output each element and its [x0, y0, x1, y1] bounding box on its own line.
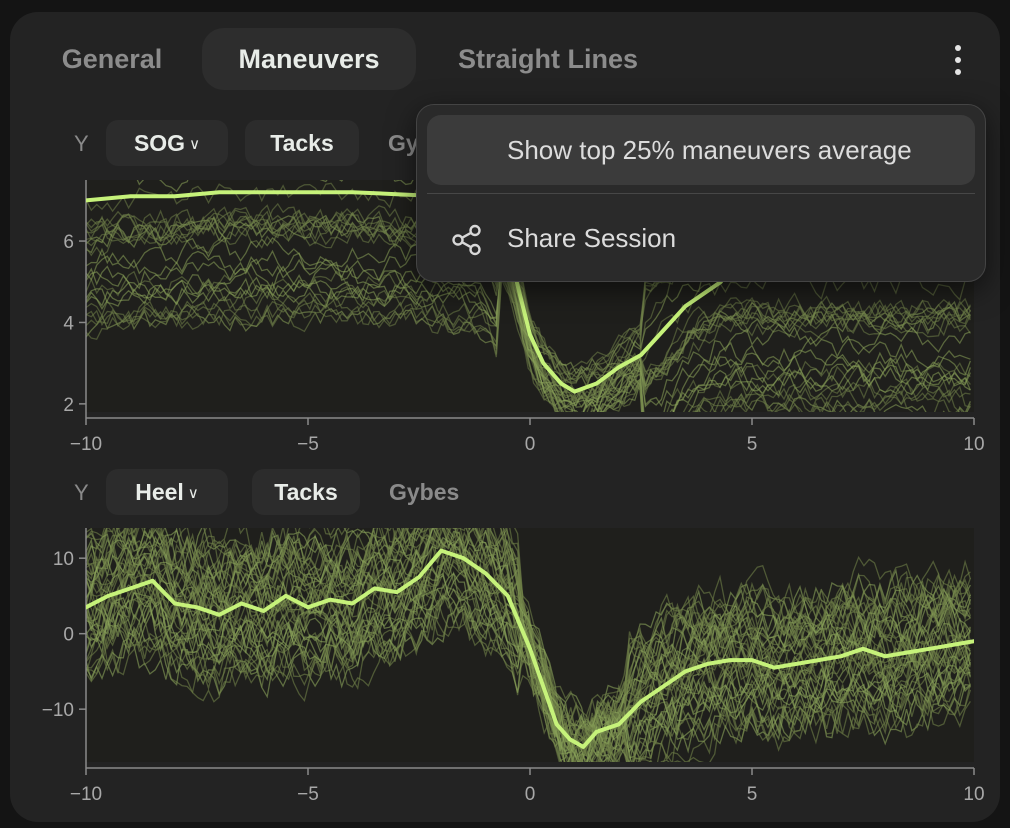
filter-tacks-button[interactable]: Tacks [245, 120, 359, 166]
options-menu: Show top 25% maneuvers average Share Ses… [416, 104, 986, 282]
tab-straight-lines[interactable]: Straight Lines [457, 44, 639, 74]
maneuver-trace [86, 236, 971, 412]
y-axis-label: Y [74, 480, 89, 505]
y-tick-label: 10 [53, 549, 74, 570]
maneuver-trace [86, 211, 971, 407]
maneuver-trace [86, 528, 971, 762]
chevron-down-icon: ∨ [189, 136, 201, 153]
x-tick-label: 0 [525, 784, 536, 805]
tab-bar: General Maneuvers Straight Lines [10, 12, 1000, 112]
chevron-down-icon: ∨ [187, 485, 199, 502]
metric-dropdown-heel[interactable]: Heel ∨ [106, 469, 228, 515]
y-tick-label: 6 [63, 232, 74, 253]
maneuver-trace [86, 528, 971, 751]
heel-chart-controls: Y Heel ∨ Tacks Gybes [10, 469, 1000, 519]
x-tick-label: −5 [297, 784, 319, 805]
sog-chart-controls: Y SOG∨ Tacks Gybes [10, 120, 1000, 170]
y-axis-label: Y [74, 131, 89, 156]
x-tick-label: −5 [297, 434, 319, 455]
menu-item-top-average[interactable]: Show top 25% maneuvers average [427, 115, 975, 185]
y-tick-label: 2 [63, 395, 74, 416]
menu-divider [427, 193, 975, 194]
maneuver-trace [86, 559, 972, 762]
maneuver-trace [86, 600, 972, 762]
maneuver-trace [86, 528, 972, 737]
x-tick-label: 0 [525, 434, 536, 455]
y-tick-label: −10 [42, 700, 74, 721]
x-tick-label: 5 [747, 784, 758, 805]
x-tick-label: −10 [70, 784, 102, 805]
maneuver-trace [86, 208, 972, 408]
y-tick-label: 0 [63, 625, 74, 646]
x-tick-label: 10 [963, 784, 984, 805]
more-options-icon [955, 45, 961, 51]
heel-chart: −10 −5 0 5 10 10 0 −10 [42, 528, 985, 805]
metric-dropdown-label: Heel [135, 479, 184, 505]
x-tick-label: 10 [963, 434, 984, 455]
x-tick-label: 5 [747, 434, 758, 455]
metric-dropdown-sog[interactable]: SOG ∨ [106, 120, 228, 166]
maneuver-trace [86, 592, 971, 762]
y-tick-label: 4 [63, 313, 74, 334]
more-options-button[interactable] [938, 36, 978, 84]
filter-tacks-button[interactable]: Tacks [252, 469, 360, 515]
share-icon [452, 224, 481, 256]
maneuver-trace [86, 528, 971, 754]
x-tick-label: −10 [70, 434, 102, 455]
maneuver-trace [86, 255, 971, 412]
menu-item-label: Share Session [507, 223, 677, 253]
maneuver-trace [86, 267, 971, 412]
tab-general[interactable]: General [61, 44, 163, 74]
maneuver-trace [86, 543, 972, 753]
menu-item-label: Show top 25% maneuvers average [507, 135, 912, 165]
maneuver-trace [86, 258, 972, 412]
heel-average-line [86, 548, 974, 749]
tab-maneuvers[interactable]: Maneuvers [202, 28, 416, 90]
menu-item-share-session[interactable]: Share Session [427, 203, 975, 273]
filter-gybes-button[interactable]: Gybes [389, 479, 460, 505]
metric-dropdown-label: SOG [133, 130, 186, 156]
maneuver-trace [86, 275, 971, 412]
